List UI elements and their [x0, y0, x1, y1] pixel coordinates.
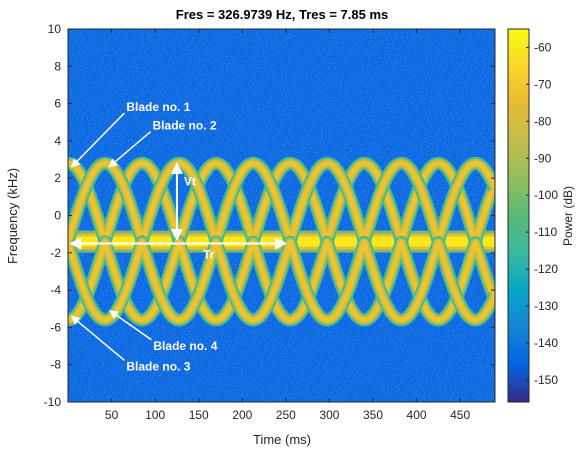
x-axis: 50 100 150 200 250 300 350 400 450: [105, 29, 470, 422]
blade-trace-core: [68, 160, 495, 244]
annotation-arrow: [109, 310, 152, 341]
colorbar-tick-label: -130: [534, 299, 558, 313]
annotation-label: Blade no. 3: [126, 359, 190, 373]
annotation-arrow: [70, 112, 125, 168]
y-axis-label: Frequency (kHz): [5, 168, 20, 264]
x-tick-label: 100: [145, 408, 165, 422]
blade-trace-core: [68, 239, 495, 323]
colorbar-tick-label: -70: [534, 77, 552, 91]
y-tick-label: -4: [50, 283, 61, 297]
x-tick-label: 150: [189, 408, 209, 422]
blade-trace-core: [68, 160, 495, 245]
blade-envelope-series-2: [68, 156, 495, 327]
x-tick-label: 250: [276, 408, 296, 422]
annotation-label: Blade no. 2: [153, 119, 217, 133]
blade-envelope-series-1: [68, 156, 495, 327]
y-tick-label: -2: [50, 246, 61, 260]
annotation-blade-no-1: Blade no. 1: [70, 100, 191, 168]
x-tick-label: 450: [450, 408, 470, 422]
annotation-label: Vt: [184, 175, 196, 189]
plot-area: [68, 29, 495, 402]
annotation-arrow: [108, 131, 152, 168]
x-axis-label: Time (ms): [253, 432, 311, 447]
x-tick-label: 200: [232, 408, 252, 422]
y-tick-label: 8: [54, 59, 61, 73]
colorbar-tick-label: -60: [534, 40, 552, 54]
y-tick-label: 4: [54, 134, 61, 148]
y-tick-label: -10: [44, 395, 62, 409]
annotation-blade-no-2: Blade no. 2: [108, 119, 217, 168]
annotation-label: Blade no. 4: [153, 339, 217, 353]
y-tick-label: -8: [50, 358, 61, 372]
y-tick-label: 2: [54, 171, 61, 185]
colorbar-tick-label: -150: [534, 373, 558, 387]
annotation-blade-no-4: Blade no. 4: [109, 310, 218, 353]
blade-trace-core: [68, 239, 495, 323]
annotation-blade-no-3: Blade no. 3: [70, 315, 191, 373]
colorbar-tick-label: -120: [534, 262, 558, 276]
y-tick-label: 6: [54, 97, 61, 111]
colorbar-tick-label: -100: [534, 188, 558, 202]
colorbar-tick-label: -80: [534, 114, 552, 128]
y-tick-label: 10: [48, 22, 62, 36]
colorbar: [507, 28, 530, 403]
x-tick-label: 50: [105, 408, 119, 422]
annotations: Blade no. 1 Blade no. 2 Blade no. 4 Blade n…: [69, 100, 288, 373]
x-tick-label: 350: [363, 408, 383, 422]
annotation-vt: Vt: [170, 162, 196, 241]
colorbar-tick-label: -140: [534, 336, 558, 350]
colorbar-tick-label: -90: [534, 151, 552, 165]
y-tick-label: -6: [50, 320, 61, 334]
colorbar-label: Power (dB): [561, 186, 575, 246]
colorbar-tick-label: -110: [534, 225, 557, 239]
annotation-label: Tr: [203, 247, 215, 261]
annotation-tr: Tr: [69, 237, 288, 261]
x-tick-label: 400: [407, 408, 427, 422]
x-tick-label: 300: [319, 408, 339, 422]
y-axis: -10 -8 -6 -4 -2 0 2 4 6 8 10: [44, 22, 495, 409]
y-tick-label: 0: [54, 209, 61, 223]
colorbar-axis: -60 -70 -80 -90 -100 -110 -120 -130 -140 -150: [526, 40, 558, 387]
annotation-label: Blade no. 1: [126, 100, 190, 114]
chart-title: Fres = 326.9739 Hz, Tres = 7.85 ms: [176, 7, 388, 22]
annotation-arrow: [70, 315, 125, 361]
signal-layer: [68, 156, 495, 327]
